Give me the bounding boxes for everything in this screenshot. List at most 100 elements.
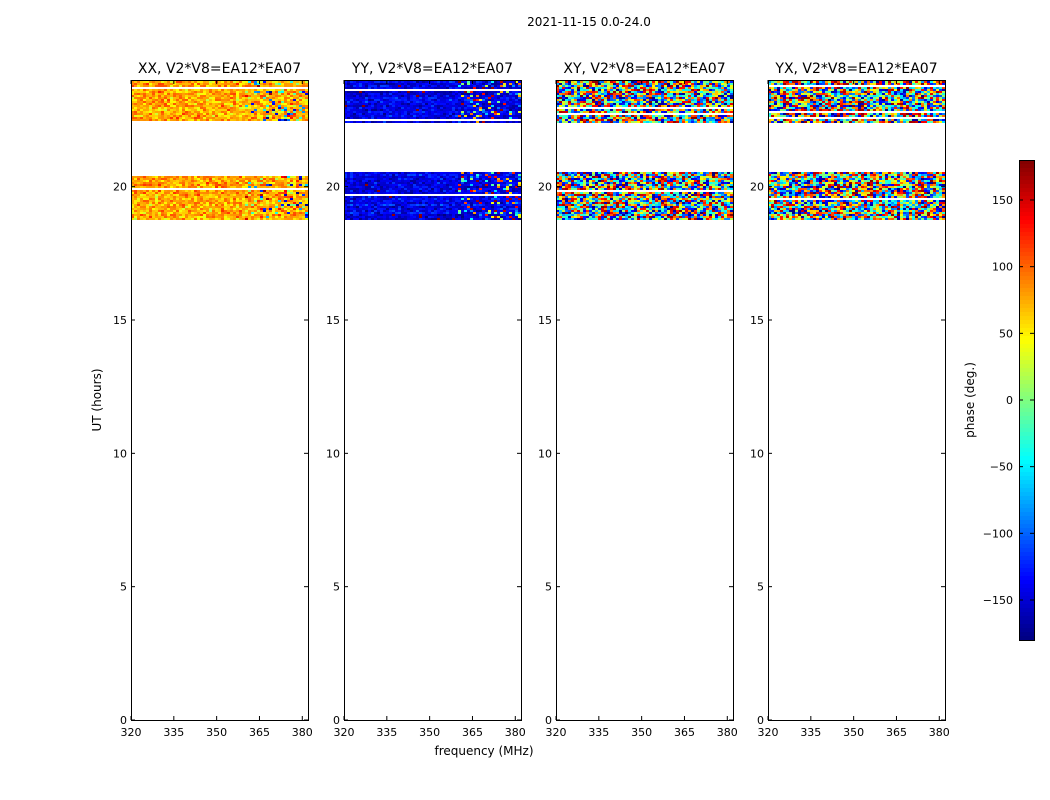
x-tick-label: 350: [419, 726, 440, 739]
y-tick-label: 5: [120, 581, 127, 594]
colorbar-segment: [1019, 432, 1034, 437]
colorbar-segment: [1019, 392, 1034, 397]
colorbar-segment: [1019, 536, 1034, 541]
colorbar-segment: [1019, 444, 1034, 449]
colorbar-segment: [1019, 380, 1034, 385]
x-tick-label: 320: [546, 726, 567, 739]
colorbar-segment: [1019, 164, 1034, 169]
panel-0-heatmap: [131, 81, 308, 220]
y-tick-label: 15: [750, 314, 764, 327]
y-tick-label: 10: [750, 447, 764, 460]
figure-title: 2021-11-15 0.0-24.0: [527, 15, 651, 29]
colorbar-segment: [1019, 292, 1034, 297]
x-tick-label: 365: [674, 726, 695, 739]
colorbar-segment: [1019, 612, 1034, 617]
colorbar-segment: [1019, 572, 1034, 577]
colorbar-segment: [1019, 180, 1034, 185]
colorbar-segment: [1019, 400, 1034, 405]
x-tick-label: 365: [462, 726, 483, 739]
colorbar-segment: [1019, 352, 1034, 357]
colorbar-segment: [1019, 372, 1034, 377]
colorbar-segment: [1019, 500, 1034, 505]
colorbar-segment: [1019, 484, 1034, 489]
y-tick-label: 10: [326, 447, 340, 460]
x-tick-label: 380: [505, 726, 526, 739]
colorbar-segment: [1019, 564, 1034, 569]
colorbar-segment: [1019, 376, 1034, 381]
colorbar-segment: [1019, 240, 1034, 245]
colorbar-tick-label: −150: [983, 594, 1013, 607]
colorbar-segment: [1019, 268, 1034, 273]
x-axis-label: frequency (MHz): [434, 744, 533, 758]
colorbar-segment: [1019, 488, 1034, 493]
panel-1-title: YY, V2*V8=EA12*EA07: [351, 61, 513, 77]
colorbar-segment: [1019, 256, 1034, 261]
colorbar-segment: [1019, 228, 1034, 233]
y-tick-label: 0: [333, 714, 340, 727]
colorbar-segment: [1019, 636, 1034, 641]
colorbar-segment: [1019, 200, 1034, 205]
x-tick-label: 335: [163, 726, 184, 739]
colorbar-segment: [1019, 548, 1034, 553]
colorbar-segment: [1019, 460, 1034, 465]
colorbar-segment: [1019, 620, 1034, 625]
colorbar-segment: [1019, 396, 1034, 401]
colorbar-segment: [1019, 276, 1034, 281]
colorbar-segment: [1019, 596, 1034, 601]
y-tick-label: 5: [545, 581, 552, 594]
y-tick-label: 0: [545, 714, 552, 727]
colorbar-segment: [1019, 176, 1034, 181]
y-tick-label: 0: [120, 714, 127, 727]
colorbar-segment: [1019, 592, 1034, 597]
colorbar-segment: [1019, 348, 1034, 353]
colorbar-segment: [1019, 280, 1034, 285]
colorbar-segment: [1019, 476, 1034, 481]
colorbar-segment: [1019, 248, 1034, 253]
colorbar-segment: [1019, 584, 1034, 589]
panel-3-frame: [768, 80, 946, 721]
colorbar-tick-label: −100: [983, 527, 1013, 540]
colorbar-segment: [1019, 540, 1034, 545]
y-tick-label: 15: [326, 314, 340, 327]
y-tick-label: 0: [757, 714, 764, 727]
colorbar-segment: [1019, 464, 1034, 469]
x-tick-label: 335: [800, 726, 821, 739]
x-tick-label: 335: [376, 726, 397, 739]
colorbar-tick-label: 100: [992, 261, 1013, 274]
colorbar-segment: [1019, 452, 1034, 457]
colorbar-segment: [1019, 440, 1034, 445]
colorbar-segment: [1019, 188, 1034, 193]
x-tick-label: 380: [292, 726, 313, 739]
colorbar-tick-label: −50: [990, 461, 1013, 474]
colorbar-segment: [1019, 384, 1034, 389]
x-tick-label: 350: [631, 726, 652, 739]
colorbar-segment: [1019, 560, 1034, 565]
colorbar-segment: [1019, 628, 1034, 633]
colorbar-segment: [1019, 316, 1034, 321]
colorbar-segment: [1019, 312, 1034, 317]
colorbar-segment: [1019, 524, 1034, 529]
colorbar-segment: [1019, 604, 1034, 609]
y-tick-label: 20: [750, 181, 764, 194]
panel-3-title: YX, V2*V8=EA12*EA07: [774, 61, 937, 77]
colorbar-segment: [1019, 332, 1034, 337]
colorbar-segment: [1019, 600, 1034, 605]
colorbar-segment: [1019, 172, 1034, 177]
colorbar-segment: [1019, 532, 1034, 537]
colorbar-segment: [1019, 336, 1034, 341]
colorbar-segment: [1019, 408, 1034, 413]
colorbar-segment: [1019, 492, 1034, 497]
colorbar-segment: [1019, 512, 1034, 517]
y-tick-label: 5: [757, 581, 764, 594]
x-tick-label: 350: [206, 726, 227, 739]
colorbar-segment: [1019, 568, 1034, 573]
colorbar-segment: [1019, 520, 1034, 525]
colorbar-segment: [1019, 428, 1034, 433]
colorbar-segment: [1019, 308, 1034, 313]
colorbar-segment: [1019, 544, 1034, 549]
panel-0-frame: [131, 80, 309, 721]
colorbar-segment: [1019, 300, 1034, 305]
y-tick-label: 15: [538, 314, 552, 327]
colorbar-segment: [1019, 552, 1034, 557]
colorbar-segment: [1019, 224, 1034, 229]
